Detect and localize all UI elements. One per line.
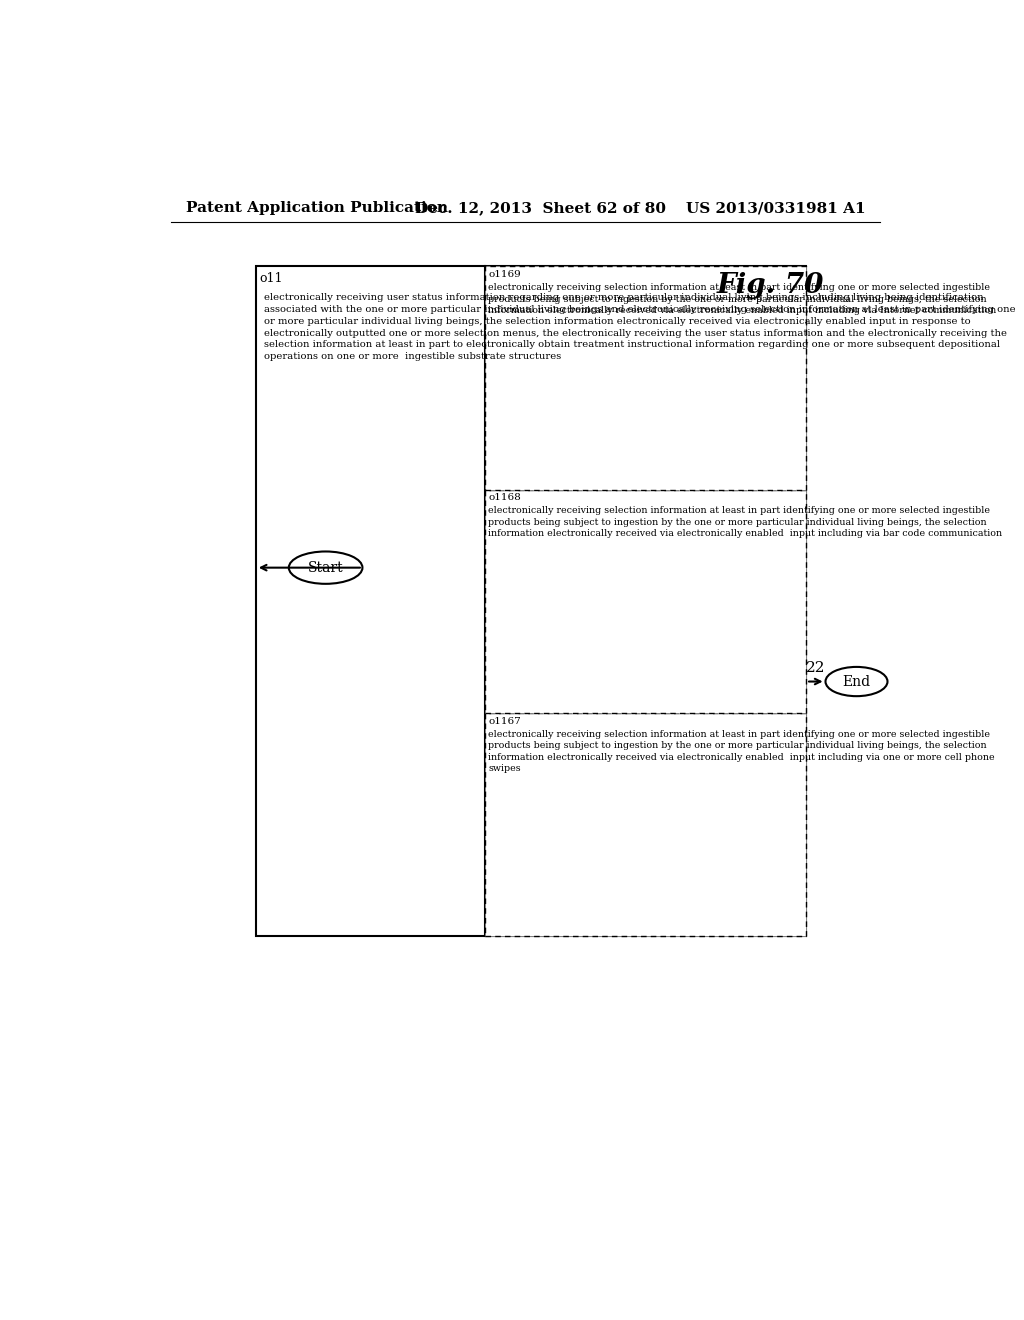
Ellipse shape [825, 667, 888, 696]
Text: US 2013/0331981 A1: US 2013/0331981 A1 [686, 202, 865, 215]
Text: Dec. 12, 2013  Sheet 62 of 80: Dec. 12, 2013 Sheet 62 of 80 [415, 202, 666, 215]
Text: electronically receiving selection information at least in part identifying one : electronically receiving selection infor… [488, 507, 1002, 539]
Text: End: End [843, 675, 870, 689]
Bar [484, 267, 806, 490]
Text: o1168: o1168 [488, 494, 521, 503]
Bar [484, 713, 806, 936]
Text: electronically receiving selection information at least in part identifying one : electronically receiving selection infor… [488, 730, 995, 774]
Text: o1167: o1167 [488, 717, 521, 726]
Text: Patent Application Publication: Patent Application Publication [186, 202, 449, 215]
Text: Fig. 70: Fig. 70 [717, 272, 824, 298]
Text: 22: 22 [806, 661, 825, 676]
Text: electronically receiving user status information regarding one or more particula: electronically receiving user status inf… [263, 293, 1015, 362]
Text: Start: Start [308, 561, 343, 574]
Text: electronically receiving selection information at least in part identifying one : electronically receiving selection infor… [488, 284, 996, 315]
Bar [484, 490, 806, 713]
Text: o11: o11 [260, 272, 284, 285]
Bar [256, 267, 806, 936]
Ellipse shape [289, 552, 362, 583]
Text: o1169: o1169 [488, 271, 521, 279]
